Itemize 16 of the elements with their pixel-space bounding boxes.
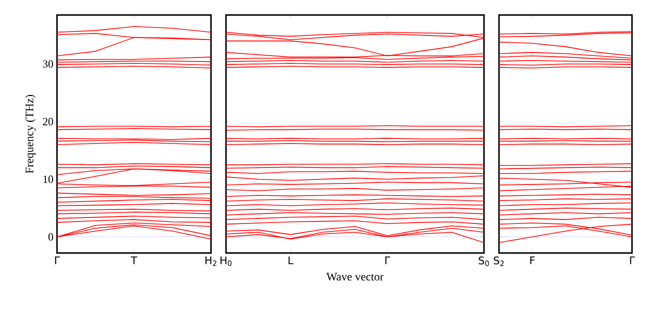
x-tick-label: T [130, 256, 138, 264]
x-axis-title: Wave vector [326, 272, 384, 281]
y-tick-label: 20 [43, 118, 54, 126]
y-axis-title: Frequency (THz) [25, 94, 36, 174]
x-tick-label: H$_{2}$ [206, 256, 216, 266]
x-tick-label: Γ [55, 256, 60, 264]
x-tick-label: H$_{0}$ [220, 256, 232, 266]
y-tick-label: 10 [43, 176, 54, 183]
x-tick-label: Γ [630, 256, 635, 264]
x-tick-label: L [288, 256, 294, 264]
x-tick-label: Γ [385, 256, 390, 264]
y-tick-label: 0 [48, 233, 54, 241]
x-tick-label: S$_{0}$ [478, 256, 489, 266]
x-tick-label: S$_{2}$ [494, 256, 504, 266]
y-tick-label: 30 [43, 60, 54, 68]
x-tick-label: F [530, 256, 535, 264]
